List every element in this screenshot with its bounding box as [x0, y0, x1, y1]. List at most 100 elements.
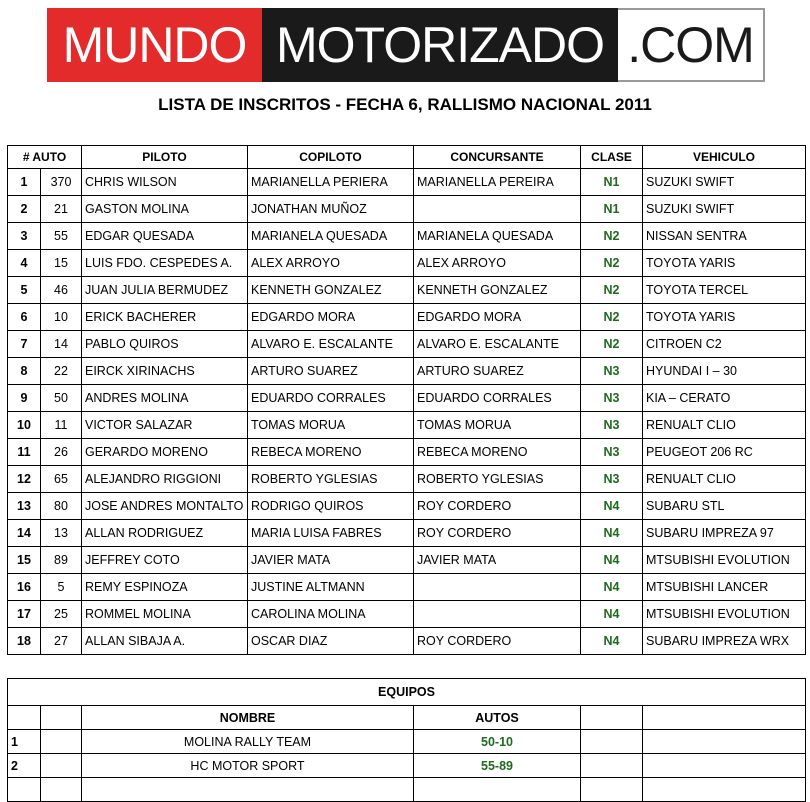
- vehiculo-cell: RENUALT CLIO: [642, 411, 806, 439]
- clase-cell: N3: [580, 438, 643, 466]
- table-row: 1 370 CHRIS WILSON MARIANELLA PERIERA MARIAN…: [7, 168, 806, 196]
- copiloto-cell: CAROLINA MOLINA: [247, 600, 414, 628]
- entries-table: # AUTO PILOTO COPILOTO CONCURSANTE CLASE…: [7, 145, 806, 655]
- table-row: 16 5 REMY ESPINOZA JUSTINE ALTMANN N4 MTSUBIS…: [7, 573, 806, 601]
- table-row: 8 22 EIRCK XIRINACHS ARTURO SUAREZ ARTURO SU…: [7, 357, 806, 385]
- site-logo: MUNDO MOTORIZADO .COM: [47, 8, 765, 82]
- row-number: 3: [7, 222, 41, 250]
- concursante-cell: ROY CORDERO: [413, 519, 581, 547]
- car-number: 46: [40, 276, 82, 304]
- row-number: 18: [7, 627, 41, 655]
- empty-cell: [580, 729, 643, 754]
- header-autos: AUTOS: [413, 705, 581, 730]
- clase-cell: N4: [580, 519, 643, 547]
- piloto-cell: ALLAN SIBAJA A.: [81, 627, 248, 655]
- vehiculo-cell: SUZUKI SWIFT: [642, 168, 806, 196]
- clase-cell: N2: [580, 222, 643, 250]
- car-number: 26: [40, 438, 82, 466]
- table-row: 17 25 ROMMEL MOLINA CAROLINA MOLINA N4 MTSUBI…: [7, 600, 806, 628]
- table-row: 2 21 GASTON MOLINA JONATHAN MUÑOZ N1 SUZUKI S…: [7, 195, 806, 223]
- vehiculo-cell: MTSUBISHI EVOLUTION: [642, 546, 806, 574]
- header-vehiculo: VEHICULO: [642, 145, 806, 169]
- car-number: 22: [40, 357, 82, 385]
- table-row: 15 89 JEFFREY COTO JAVIER MATA JAVIER MATA N4…: [7, 546, 806, 574]
- piloto-cell: JOSE ANDRES MONTALTO: [81, 492, 248, 520]
- piloto-cell: ERICK BACHERER: [81, 303, 248, 331]
- concursante-cell: ARTURO SUAREZ: [413, 357, 581, 385]
- teams-title-row: EQUIPOS: [6, 678, 807, 706]
- row-number: 6: [7, 303, 41, 331]
- vehiculo-cell: KIA – CERATO: [642, 384, 806, 412]
- clase-cell: N4: [580, 546, 643, 574]
- car-number: 5: [40, 573, 82, 601]
- vehiculo-cell: PEUGEOT 206 RC: [642, 438, 806, 466]
- clase-cell: N3: [580, 357, 643, 385]
- header-piloto: PILOTO: [81, 145, 248, 169]
- empty-cell: [641, 753, 807, 778]
- team-name: MOLINA RALLY TEAM: [81, 729, 414, 754]
- clase-cell: N4: [580, 573, 643, 601]
- car-number: 21: [40, 195, 82, 223]
- table-row: 5 46 JUAN JULIA BERMUDEZ KENNETH GONZALEZ KE…: [7, 276, 806, 304]
- concursante-cell: ALEX ARROYO: [413, 249, 581, 277]
- car-number: 14: [40, 330, 82, 358]
- piloto-cell: JEFFREY COTO: [81, 546, 248, 574]
- row-number: 4: [7, 249, 41, 277]
- empty-cell: [580, 753, 643, 778]
- row-number: 10: [7, 411, 41, 439]
- piloto-cell: REMY ESPINOZA: [81, 573, 248, 601]
- vehiculo-cell: SUZUKI SWIFT: [642, 195, 806, 223]
- car-number: 15: [40, 249, 82, 277]
- row-number: 1: [7, 168, 41, 196]
- team-name: HC MOTOR SPORT: [81, 753, 414, 778]
- vehiculo-cell: SUBARU IMPREZA WRX: [642, 627, 806, 655]
- logo-motorizado: MOTORIZADO: [262, 8, 618, 82]
- car-number: 11: [40, 411, 82, 439]
- empty-cell: [40, 753, 82, 778]
- table-header-row: # AUTO PILOTO COPILOTO CONCURSANTE CLASE…: [7, 145, 806, 169]
- piloto-cell: GASTON MOLINA: [81, 195, 248, 223]
- copiloto-cell: KENNETH GONZALEZ: [247, 276, 414, 304]
- row-number: 9: [7, 384, 41, 412]
- clase-cell: N3: [580, 465, 643, 493]
- team-autos: 55-89: [413, 753, 581, 778]
- car-number: 13: [40, 519, 82, 547]
- piloto-cell: ANDRES MOLINA: [81, 384, 248, 412]
- teams-title: EQUIPOS: [6, 678, 807, 706]
- team-number: 1: [7, 729, 41, 754]
- vehiculo-cell: SUBARU IMPREZA 97: [642, 519, 806, 547]
- clase-cell: N2: [580, 276, 643, 304]
- concursante-cell: ROBERTO YGLESIAS: [413, 465, 581, 493]
- copiloto-cell: MARIA LUISA FABRES: [247, 519, 414, 547]
- table-row: 9 50 ANDRES MOLINA EDUARDO CORRALES EDUARDO …: [7, 384, 806, 412]
- piloto-cell: JUAN JULIA BERMUDEZ: [81, 276, 248, 304]
- row-number: 2: [7, 195, 41, 223]
- copiloto-cell: ALEX ARROYO: [247, 249, 414, 277]
- concursante-cell: [413, 195, 581, 223]
- car-number: 370: [40, 168, 82, 196]
- team-row: 1 MOLINA RALLY TEAM 50-10: [7, 729, 807, 754]
- copiloto-cell: TOMAS MORUA: [247, 411, 414, 439]
- row-number: 14: [7, 519, 41, 547]
- logo-com: .COM: [618, 8, 765, 82]
- vehiculo-cell: TOYOTA YARIS: [642, 303, 806, 331]
- clase-cell: N2: [580, 303, 643, 331]
- table-row: 18 27 ALLAN SIBAJA A. OSCAR DIAZ ROY CORDERO…: [7, 627, 806, 655]
- row-number: 15: [7, 546, 41, 574]
- clase-cell: N2: [580, 249, 643, 277]
- concursante-cell: ROY CORDERO: [413, 492, 581, 520]
- vehiculo-cell: NISSAN SENTRA: [642, 222, 806, 250]
- clase-cell: N1: [580, 168, 643, 196]
- table-row: 7 14 PABLO QUIROS ALVARO E. ESCALANTE ALVARO…: [7, 330, 806, 358]
- clase-cell: N3: [580, 411, 643, 439]
- header-clase: CLASE: [580, 145, 643, 169]
- vehiculo-cell: CITROEN C2: [642, 330, 806, 358]
- copiloto-cell: JUSTINE ALTMANN: [247, 573, 414, 601]
- piloto-cell: PABLO QUIROS: [81, 330, 248, 358]
- table-row: 13 80 JOSE ANDRES MONTALTO RODRIGO QUIROS RO…: [7, 492, 806, 520]
- table-row: 4 15 LUIS FDO. CESPEDES A. ALEX ARROYO ALEX …: [7, 249, 806, 277]
- concursante-cell: JAVIER MATA: [413, 546, 581, 574]
- piloto-cell: ALLAN RODRIGUEZ: [81, 519, 248, 547]
- row-number: 17: [7, 600, 41, 628]
- empty-cell: [40, 729, 82, 754]
